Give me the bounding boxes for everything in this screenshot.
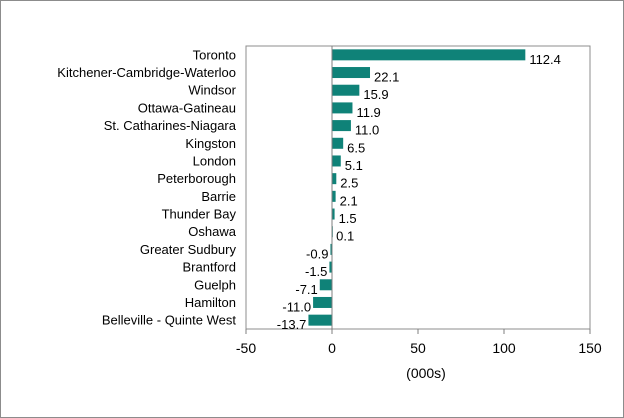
x-tick-label: 0 <box>328 340 336 356</box>
category-label: Barrie <box>201 189 236 204</box>
bar <box>332 137 344 149</box>
category-label: Oshawa <box>188 224 236 239</box>
bar <box>332 173 337 185</box>
value-label: 1.5 <box>339 211 357 226</box>
category-label: Windsor <box>188 83 236 98</box>
category-label: Greater Sudbury <box>140 242 237 257</box>
bar <box>332 208 335 220</box>
value-label: -13.7 <box>277 317 307 332</box>
value-label: -7.1 <box>295 282 317 297</box>
category-label: Brantford <box>183 260 236 275</box>
plot-area: Toronto 112.4 Kitchener-Cambridge-Waterloo… <box>57 45 602 356</box>
category-label: Toronto <box>193 47 236 62</box>
x-tick-label: 150 <box>578 340 602 356</box>
category-label: Belleville - Quinte West <box>102 313 237 328</box>
bar <box>319 279 332 291</box>
category-label: Ottawa-Gatineau <box>138 100 236 115</box>
x-axis-title: (000s) <box>406 365 446 381</box>
bar <box>329 261 332 273</box>
bar <box>332 49 526 61</box>
category-label: Kitchener-Cambridge-Waterloo <box>57 65 236 80</box>
value-label: 0.1 <box>336 229 354 244</box>
category-label: Hamilton <box>185 295 236 310</box>
x-tick-label: 50 <box>410 340 426 356</box>
value-label: 6.5 <box>347 140 365 155</box>
value-label: 2.5 <box>340 176 358 191</box>
category-label: Kingston <box>185 136 236 151</box>
category-label: Peterborough <box>157 171 236 186</box>
value-label: -0.9 <box>306 246 328 261</box>
value-label: 5.1 <box>345 158 363 173</box>
category-label: St. Catharines-Niagara <box>104 118 237 133</box>
value-label: 2.1 <box>340 193 358 208</box>
bar <box>330 243 332 255</box>
category-label: London <box>193 153 236 168</box>
bar <box>332 67 371 79</box>
bar <box>332 84 360 96</box>
value-label: 11.0 <box>355 123 379 138</box>
bar <box>332 190 336 202</box>
value-label: 22.1 <box>374 70 399 85</box>
x-tick-label: 100 <box>492 340 516 356</box>
value-label: -11.0 <box>282 299 311 314</box>
x-tick-label: -50 <box>236 340 256 356</box>
value-label: 15.9 <box>363 87 388 102</box>
bar <box>308 314 332 326</box>
bar <box>332 102 353 114</box>
bar <box>332 155 341 167</box>
value-label: 112.4 <box>529 52 561 67</box>
bar <box>313 296 332 308</box>
value-label: 11.9 <box>356 105 380 120</box>
category-label: Guelph <box>194 277 236 292</box>
value-label: -1.5 <box>305 264 327 279</box>
category-label: Thunder Bay <box>162 207 237 222</box>
bar <box>332 120 351 132</box>
